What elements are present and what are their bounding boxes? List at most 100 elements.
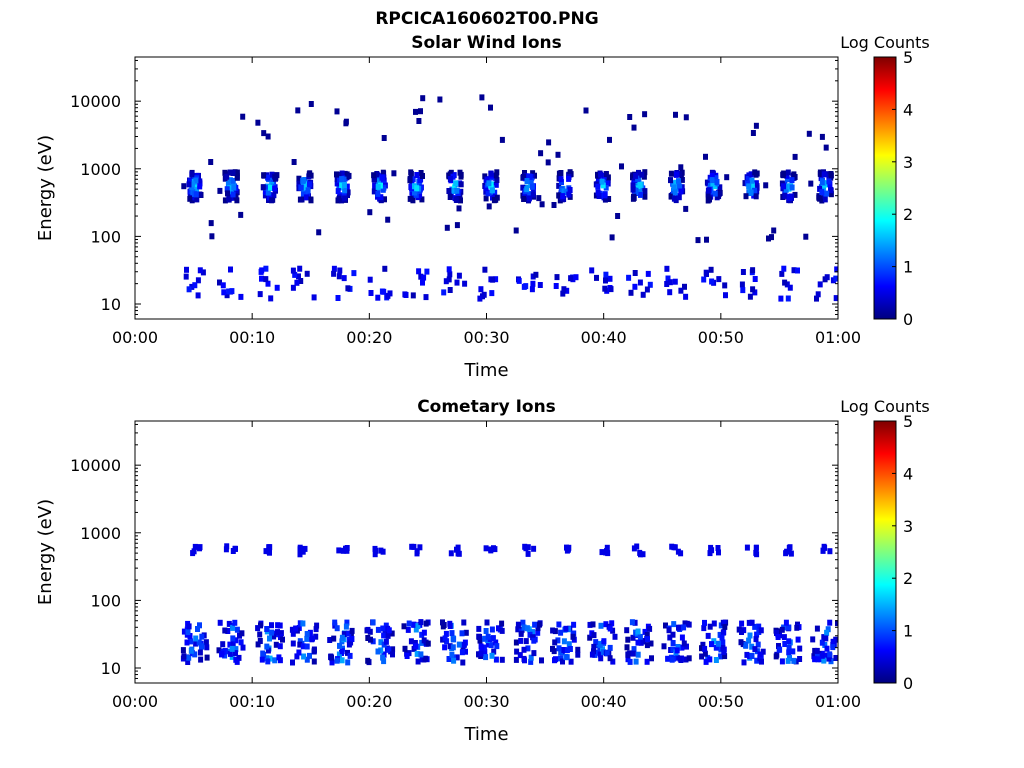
heatmap-cell (264, 655, 270, 662)
heatmap-cell (265, 658, 271, 665)
heatmap-cell (668, 177, 673, 184)
heatmap-cell (521, 624, 527, 631)
heatmap-cell (678, 164, 684, 171)
heatmap-cell (351, 270, 357, 277)
heatmap-cell (493, 656, 499, 663)
heatmap-cell (477, 295, 483, 302)
colorbar-tick-label: 0 (903, 674, 913, 693)
heatmap-cell (297, 551, 303, 558)
heatmap-cell (746, 176, 752, 182)
heatmap-cell (304, 631, 310, 637)
heatmap-cell (701, 625, 707, 632)
heatmap-cell (624, 644, 630, 651)
heatmap-cell (496, 625, 501, 632)
heatmap-cell (263, 276, 269, 283)
heatmap-cell (233, 188, 239, 195)
heatmap-cell (766, 235, 771, 242)
heatmap-cell (423, 294, 429, 301)
heatmap-cell (294, 279, 300, 286)
heatmap-cell (679, 176, 685, 183)
heatmap-cell (666, 627, 672, 634)
heatmap-cell (598, 171, 604, 178)
heatmap-cell (817, 281, 823, 288)
heatmap-cell (269, 197, 275, 204)
heatmap-cell (640, 551, 646, 558)
heatmap-cell (791, 171, 797, 178)
heatmap-cell (682, 283, 687, 290)
heatmap-cell (194, 185, 200, 192)
heatmap-cell (339, 170, 345, 177)
heatmap-cell (786, 645, 792, 651)
colorbar-tick-label: 4 (903, 464, 913, 483)
heatmap-cell (413, 108, 418, 115)
heatmap-cell (779, 626, 785, 633)
heatmap-cell (447, 620, 453, 627)
heatmap-cell (209, 233, 215, 240)
heatmap-cell (834, 266, 838, 273)
heatmap-cell (627, 114, 633, 120)
heatmap-cell (367, 209, 373, 216)
heatmap-cell (230, 624, 236, 631)
heatmap-cell (489, 187, 495, 194)
heatmap-cell (724, 174, 730, 181)
heatmap-cell (752, 623, 758, 630)
heatmap-cell (406, 620, 412, 627)
heatmap-cell (746, 637, 752, 644)
heatmap-cell (414, 548, 420, 555)
heatmap-cell (631, 193, 636, 200)
heatmap-cell (489, 290, 495, 297)
heatmap-cell (297, 265, 303, 272)
heatmap-cell (619, 163, 624, 170)
heatmap-cell (448, 550, 454, 557)
heatmap-cell (708, 266, 714, 273)
heatmap-cell (828, 186, 833, 193)
heatmap-cell (779, 270, 785, 277)
heatmap-cell (422, 655, 428, 662)
heatmap-cell (819, 179, 825, 186)
heatmap-cell (450, 173, 456, 180)
heatmap-cell (528, 658, 534, 665)
heatmap-cell (566, 175, 572, 182)
heatmap-cell (336, 184, 342, 191)
heatmap-cell (740, 269, 746, 275)
heatmap-cell (365, 635, 371, 641)
heatmap-cell (607, 275, 613, 282)
heatmap-cell (410, 176, 416, 183)
heatmap-cell (446, 266, 452, 273)
heatmap-cell (238, 639, 244, 646)
heatmap-cell (705, 632, 711, 639)
heatmap-cell (180, 647, 186, 654)
panel-title: Cometary Ions (417, 397, 556, 417)
heatmap-cell (463, 629, 469, 636)
heatmap-cell (239, 630, 245, 637)
heatmap-cell (265, 174, 271, 181)
heatmap-cell (390, 646, 396, 653)
heatmap-cell (713, 175, 718, 182)
colorbar-tick-label: 1 (903, 622, 913, 641)
heatmap-cell (199, 643, 205, 650)
heatmap-cell (404, 653, 410, 659)
heatmap-cell (812, 647, 818, 654)
heatmap-cell (785, 169, 791, 176)
heatmap-cell (632, 283, 638, 290)
heatmap-cell (234, 626, 240, 633)
heatmap-cell (810, 636, 816, 643)
heatmap-cell (537, 282, 543, 288)
heatmap-cell (273, 175, 278, 182)
heatmap-cell (267, 184, 273, 191)
heatmap-cell (381, 658, 387, 665)
heatmap-cell (629, 619, 635, 626)
heatmap-cell (349, 636, 355, 642)
heatmap-cell (528, 178, 534, 185)
heatmap-cell (236, 654, 242, 661)
heatmap-cell (523, 638, 529, 645)
heatmap-cell (437, 96, 443, 103)
heatmap-cell (488, 170, 494, 177)
heatmap-cell (821, 171, 827, 178)
heatmap-cell (753, 544, 759, 551)
heatmap-cell (423, 620, 429, 627)
heatmap-cell (494, 169, 500, 176)
heatmap-cell (267, 544, 273, 551)
heatmap-cell (673, 179, 679, 186)
heatmap-cell (607, 655, 613, 662)
